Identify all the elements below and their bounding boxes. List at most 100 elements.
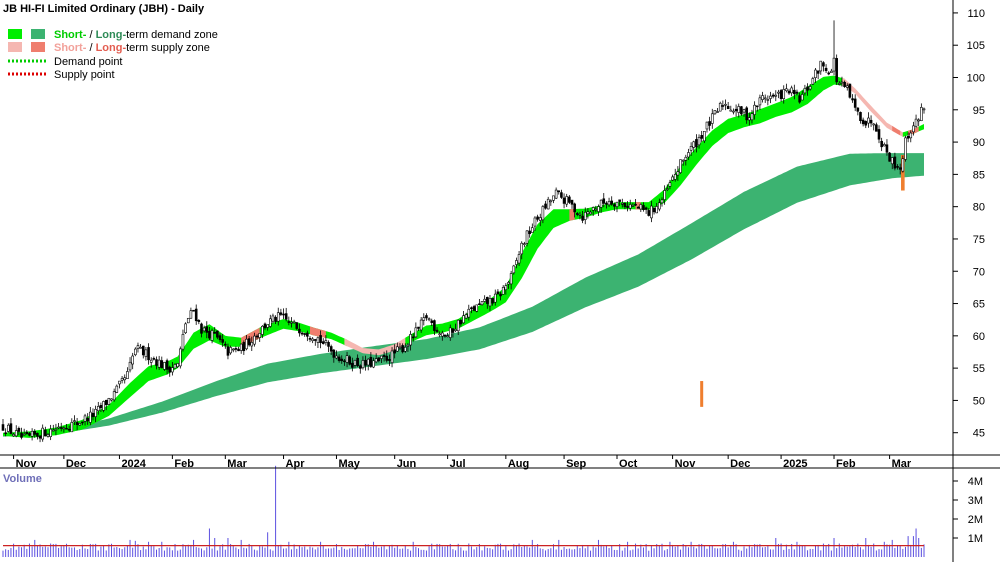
candle-body	[430, 320, 434, 323]
month-label: Mar	[227, 458, 247, 470]
candle-body	[800, 94, 804, 101]
candle-body	[28, 433, 31, 436]
candle-body	[708, 121, 711, 126]
candle-body	[851, 98, 854, 101]
candle-body	[594, 208, 598, 211]
candle-body	[102, 401, 105, 411]
candle-body	[224, 343, 227, 346]
candle-body	[75, 422, 79, 425]
month-label: Jul	[450, 458, 466, 470]
short-term-supply-zone	[842, 78, 906, 137]
candle-body	[229, 347, 232, 354]
candle-body	[660, 199, 664, 204]
candle-body	[536, 216, 539, 220]
candle-body	[372, 360, 375, 368]
candle-body	[385, 355, 389, 361]
candle-body	[472, 306, 476, 311]
candle-body	[845, 85, 849, 88]
price-tick-label: 75	[973, 234, 985, 246]
candle-body	[374, 358, 378, 363]
candle-body	[409, 334, 412, 346]
candle-body	[171, 367, 174, 373]
candle-body	[356, 357, 359, 367]
candle-body	[486, 296, 489, 304]
candle-body	[769, 95, 772, 99]
candle-body	[880, 140, 883, 148]
candle-body	[67, 428, 71, 431]
candle-body	[576, 213, 579, 215]
candle-body	[292, 321, 296, 324]
candle-body	[83, 415, 87, 422]
candle-body	[57, 426, 60, 429]
candle-body	[890, 157, 894, 165]
candle-body	[875, 124, 878, 132]
chart-title: JB HI-FI Limited Ordinary (JBH) - Daily	[3, 3, 205, 15]
candle-body	[17, 428, 21, 432]
month-label: Feb	[836, 458, 856, 470]
candle-body	[573, 203, 576, 213]
candle-body	[618, 199, 621, 202]
candle-body	[893, 156, 897, 169]
month-label: Sep	[566, 458, 586, 470]
zones-layer	[3, 75, 924, 438]
candle-body	[774, 94, 778, 97]
candle-body	[626, 205, 629, 208]
candle-body	[380, 355, 383, 359]
candle-body	[181, 334, 185, 350]
candle-body	[721, 105, 725, 107]
candle-body	[118, 380, 121, 385]
candle-body	[165, 360, 169, 370]
candle-body	[298, 328, 301, 334]
candle-body	[790, 87, 793, 94]
candle-body	[213, 332, 217, 334]
candle-body	[54, 428, 58, 431]
candle-body	[795, 91, 799, 94]
candle-body	[554, 189, 558, 199]
candle-body	[726, 105, 730, 110]
candle-body	[586, 211, 590, 215]
candle-body	[192, 309, 195, 312]
candle-body	[591, 207, 595, 211]
candle-body	[475, 304, 479, 312]
candle-body	[205, 326, 209, 333]
candle-body	[123, 377, 127, 381]
candle-body	[493, 293, 497, 303]
candle-body	[642, 205, 645, 210]
price-tick-label: 90	[973, 137, 985, 149]
candle-body	[901, 158, 905, 172]
candle-body	[46, 434, 50, 437]
candle-body	[785, 88, 788, 92]
candle-body	[94, 408, 97, 417]
candle-body	[197, 320, 201, 322]
legend-supply-zone: Short- / Long-term supply zone	[54, 42, 210, 54]
legend-swatch-long-supply	[31, 42, 45, 52]
candle-body	[864, 121, 868, 126]
month-label: Aug	[508, 458, 529, 470]
candle-body	[605, 202, 608, 205]
candle-body	[628, 204, 632, 209]
legend-supply-long: Long-	[96, 42, 127, 54]
candle-body	[20, 432, 23, 438]
candle-body	[300, 332, 304, 335]
candle-body	[366, 358, 370, 366]
candle-body	[740, 106, 743, 115]
month-label: May	[338, 458, 360, 470]
candle-body	[250, 342, 254, 347]
candle-body	[155, 359, 158, 366]
volume-tick-label: 4M	[968, 476, 983, 488]
candle-body	[917, 119, 921, 122]
candle-body	[422, 317, 426, 321]
candle-body	[279, 312, 283, 315]
candle-body	[687, 152, 690, 158]
candle-body	[755, 105, 759, 108]
candle-body	[557, 190, 561, 193]
candle-body	[25, 431, 29, 435]
long-term-demand-zone	[3, 153, 924, 437]
candle-body	[668, 182, 672, 187]
candle-body	[438, 333, 441, 336]
candle-body	[59, 427, 63, 429]
price-axis: 45 50 55 60 65 70 75 80 85 90 95 100 105 110	[953, 8, 985, 440]
candle-body	[258, 333, 262, 338]
candle-body	[393, 349, 396, 354]
candle-body	[793, 89, 796, 95]
